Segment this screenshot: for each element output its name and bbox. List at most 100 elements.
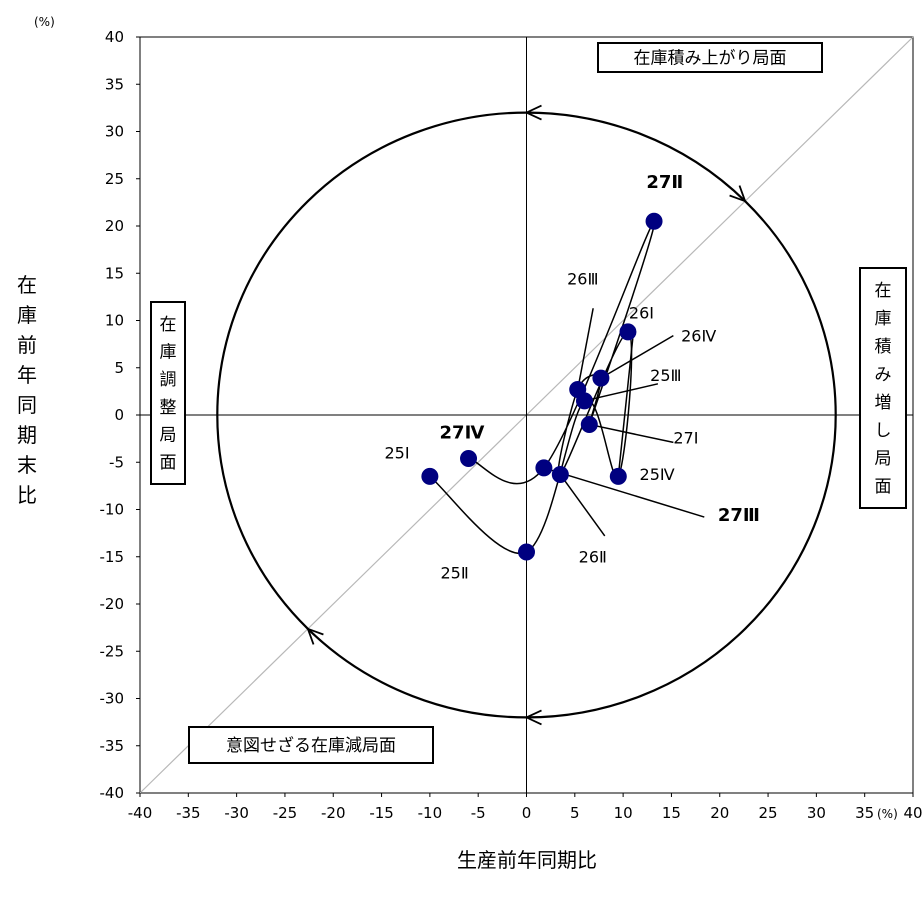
phase-label-char: し <box>875 421 892 441</box>
y-tick-label: 25 <box>105 170 124 188</box>
y-axis-title-char: 期 <box>17 423 37 447</box>
y-tick-label: 30 <box>105 123 124 141</box>
x-tick-label: -35 <box>176 804 201 822</box>
y-tick-label: -25 <box>100 642 125 660</box>
y-tick-label: 15 <box>105 264 124 282</box>
y-tick-label: -10 <box>100 501 125 519</box>
data-point <box>580 415 598 433</box>
cycle-direction-arrow <box>524 104 542 121</box>
y-axis-title-char: 末 <box>17 453 37 477</box>
phase-box-unintended-decrease <box>188 726 434 764</box>
x-tick-label: 20 <box>710 804 729 822</box>
x-tick-label: 10 <box>614 804 633 822</box>
y-axis-title-char: 年 <box>17 363 37 387</box>
data-point-label: 26Ⅲ <box>567 270 598 289</box>
x-tick-label: 0 <box>522 804 532 822</box>
phase-label-char: 局 <box>160 426 177 446</box>
phase-box-adjustment <box>150 301 186 485</box>
data-point-label: 25Ⅲ <box>650 366 681 385</box>
phase-label-char: 増 <box>875 393 892 413</box>
data-point-label: 25Ⅰ <box>384 443 409 462</box>
y-tick-label: 40 <box>105 28 124 46</box>
y-tick-label: 0 <box>114 406 124 424</box>
data-point-label: 27Ⅲ <box>718 505 760 526</box>
x-tick-label: 5 <box>570 804 580 822</box>
data-point <box>551 466 569 484</box>
y-axis-title-char: 比 <box>17 483 37 507</box>
x-tick-label: -30 <box>224 804 249 822</box>
y-tick-label: 20 <box>105 217 124 235</box>
label-leader-line <box>576 308 594 390</box>
phase-label-accumulation: 在庫積み上がり局面 <box>634 49 787 69</box>
y-tick-label: 35 <box>105 75 124 93</box>
y-axis-title-char: 同 <box>17 393 37 417</box>
x-axis-title: 生産前年同期比 <box>457 848 597 872</box>
phase-label-char: 庫 <box>160 343 177 363</box>
y-axis-title-char: 庫 <box>17 303 37 327</box>
cycle-direction-arrow <box>524 709 542 726</box>
data-point-label: 26Ⅱ <box>579 547 607 566</box>
x-tick-label: 40 <box>903 804 922 822</box>
y-axis-title-char: 在 <box>17 273 37 297</box>
y-tick-label: -15 <box>100 548 125 566</box>
phase-label-char: 整 <box>160 398 177 418</box>
x-tick-label: 15 <box>662 804 681 822</box>
data-point <box>592 369 610 387</box>
label-leader-line <box>584 383 659 402</box>
data-point <box>569 380 587 398</box>
data-point-label: 27Ⅱ <box>646 172 683 193</box>
x-tick-label: -10 <box>418 804 443 822</box>
phase-label-char: 局 <box>875 449 892 469</box>
phase-label-char: 庫 <box>875 309 892 329</box>
cycle-direction-arrow <box>729 185 747 203</box>
phase-label-unintended-decrease: 意図せざる在庫減局面 <box>226 735 396 756</box>
data-point <box>518 543 535 561</box>
y-axis-title-char: 前 <box>17 333 37 357</box>
phase-label-char: 面 <box>160 453 177 473</box>
y-tick-label: 5 <box>114 359 124 377</box>
y-tick-label: -35 <box>100 737 125 755</box>
y-tick-label: -5 <box>109 453 124 471</box>
data-point <box>619 323 637 341</box>
data-point <box>609 467 627 485</box>
label-leader-line <box>543 467 705 518</box>
x-tick-label: 35 <box>855 804 874 822</box>
y-tick-label: -40 <box>100 784 125 802</box>
y-unit-label: (%) <box>34 15 55 29</box>
data-point <box>421 467 439 485</box>
label-leader-line <box>600 334 674 379</box>
x-tick-label: -25 <box>273 804 298 822</box>
phase-box-accumulation <box>597 42 823 73</box>
data-point-label: 27Ⅳ <box>440 423 485 444</box>
y-tick-label: 10 <box>105 312 124 330</box>
data-point-label: 26Ⅰ <box>629 304 654 323</box>
phase-label-char: 在 <box>875 281 892 301</box>
label-leader-line <box>559 474 606 537</box>
data-point-label: 27Ⅰ <box>673 428 698 447</box>
cycle-direction-arrow <box>306 627 324 645</box>
phase-label-char: 面 <box>875 477 892 497</box>
x-tick-label: -40 <box>128 804 153 822</box>
y-tick-label: -30 <box>100 690 125 708</box>
data-point-label: 25Ⅱ <box>441 563 469 582</box>
data-point <box>460 449 478 467</box>
x-tick-label: 30 <box>807 804 826 822</box>
x-tick-label: 25 <box>759 804 778 822</box>
phase-label-char: み <box>875 365 892 385</box>
data-point <box>645 212 663 230</box>
x-unit-label: (%) <box>877 807 898 821</box>
y-tick-label: -20 <box>100 595 125 613</box>
data-point <box>535 459 553 477</box>
x-tick-label: -20 <box>321 804 346 822</box>
x-tick-label: -5 <box>471 804 486 822</box>
quarterly-trajectory-line <box>429 220 656 555</box>
phase-box-build-up <box>859 267 907 509</box>
phase-label-char: 在 <box>160 315 177 335</box>
label-leader-line <box>589 423 674 444</box>
data-point-label: 26Ⅳ <box>681 326 716 345</box>
phase-label-char: 調 <box>160 370 177 390</box>
x-tick-label: -15 <box>369 804 394 822</box>
data-point-label: 25Ⅳ <box>640 465 675 484</box>
phase-label-char: 積 <box>875 337 892 357</box>
